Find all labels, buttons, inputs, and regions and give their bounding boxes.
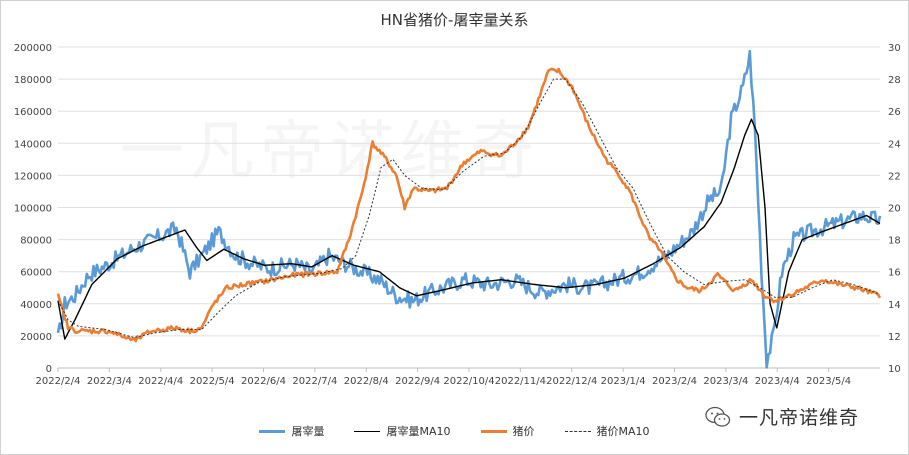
y-left-tick-label: 80000	[20, 236, 52, 247]
y-right-tick-label: 14	[888, 300, 901, 311]
y-left-tick-label: 60000	[20, 268, 52, 279]
series-line-2	[56, 67, 882, 343]
legend-swatch-price-ma10	[564, 430, 591, 432]
x-tick-label: 2022/7/4	[292, 376, 337, 387]
y-right-tick-label: 30	[888, 43, 901, 54]
y-right-tick-label: 10	[888, 364, 901, 375]
y-left-tick-label: 40000	[20, 300, 52, 311]
x-tick-label: 2022/9/4	[395, 376, 440, 387]
x-tick-label: 2022/12/4	[546, 376, 597, 387]
y-right-tick-label: 22	[888, 171, 901, 182]
y-right-tick-label: 26	[888, 107, 901, 118]
legend-label-price: 猪价	[512, 425, 535, 438]
chart-legend: 屠宰量 屠宰量MA10 猪价 猪价MA10	[0, 423, 909, 439]
x-tick-label: 2022/3/4	[87, 376, 132, 387]
x-tick-label: 2023/1/4	[601, 376, 646, 387]
x-tick-label: 2023/5/4	[806, 376, 851, 387]
series-line-3	[57, 78, 881, 338]
legend-swatch-slaughter	[259, 429, 286, 433]
x-tick-label: 2022/6/4	[241, 376, 286, 387]
brand-text: 一凡帝诺维奇	[739, 407, 860, 429]
y-left-tick-label: 0	[46, 364, 52, 375]
series-line-0	[56, 49, 882, 369]
y-left-tick-label: 20000	[20, 332, 52, 343]
series-line-1	[57, 118, 881, 340]
legend-label-slaughter-ma10: 屠宰量MA10	[386, 425, 451, 438]
brand-badge: 一凡帝诺维奇	[705, 403, 859, 430]
x-tick-label: 2023/4/4	[755, 376, 800, 387]
x-tick-label: 2022/10/4	[443, 376, 494, 387]
legend-swatch-price	[480, 429, 507, 433]
legend-label-slaughter: 屠宰量	[291, 425, 325, 438]
y-left-tick-label: 180000	[14, 75, 52, 86]
x-tick-label: 2022/11/4	[495, 376, 546, 387]
y-right-tick-label: 16	[888, 268, 901, 279]
legend-item-slaughter-ma10: 屠宰量MA10	[354, 423, 451, 439]
y-left-tick-label: 160000	[14, 107, 52, 118]
x-tick-label: 2023/3/4	[703, 376, 748, 387]
y-right-tick-label: 20	[888, 204, 901, 215]
y-right-tick-label: 24	[888, 139, 901, 150]
y-right-tick-label: 12	[888, 332, 901, 343]
chart-title: HN省猪价-屠宰量关系	[380, 11, 529, 29]
y-left-tick-label: 140000	[14, 139, 52, 150]
legend-item-price: 猪价	[480, 423, 535, 439]
wechat-icon	[705, 406, 731, 427]
legend-label-price-ma10: 猪价MA10	[596, 425, 650, 438]
legend-swatch-slaughter-ma10	[354, 430, 381, 432]
y-right-tick-label: 28	[888, 75, 901, 86]
y-left-tick-label: 120000	[14, 171, 52, 182]
x-tick-label: 2022/2/4	[36, 376, 81, 387]
legend-item-price-ma10: 猪价MA10	[564, 423, 650, 439]
y-left-tick-label: 100000	[14, 204, 52, 215]
background-watermark: 一凡帝诺维奇	[120, 115, 540, 189]
legend-item-slaughter: 屠宰量	[259, 423, 324, 439]
y-right-tick-label: 18	[888, 236, 901, 247]
x-tick-label: 2023/2/4	[652, 376, 697, 387]
x-tick-label: 2022/8/4	[344, 376, 389, 387]
y-left-tick-label: 200000	[14, 43, 52, 54]
x-tick-label: 2022/4/4	[138, 376, 183, 387]
x-tick-label: 2022/5/4	[190, 376, 235, 387]
